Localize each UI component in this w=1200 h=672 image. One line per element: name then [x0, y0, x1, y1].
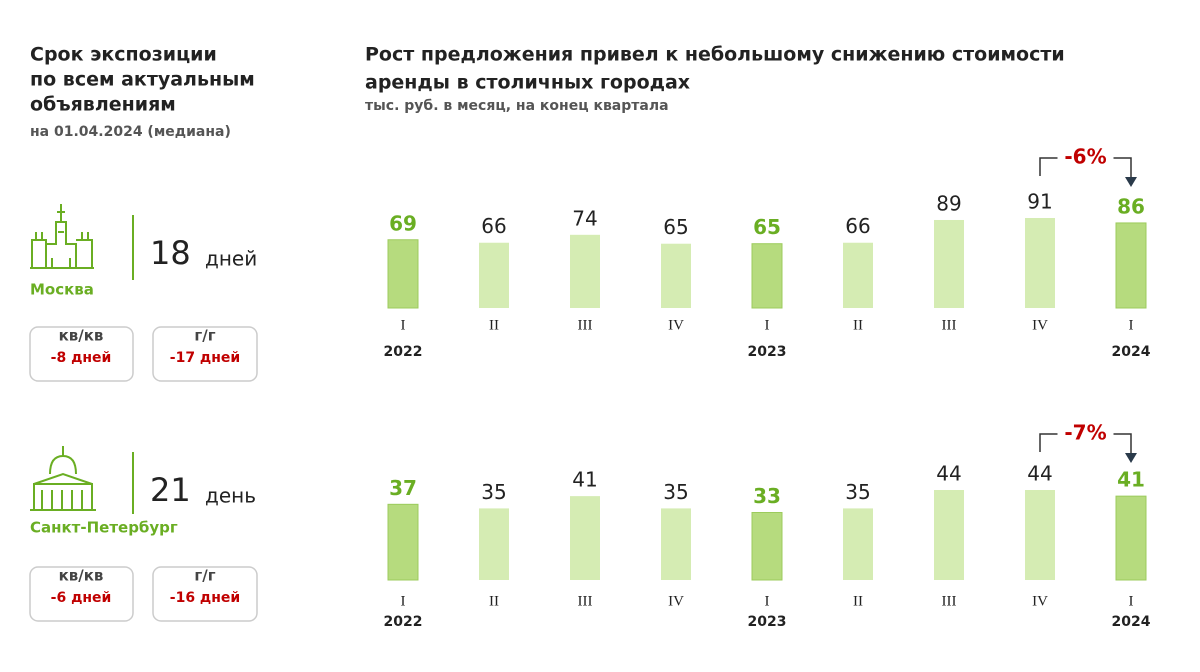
value-label: 65 [663, 215, 688, 239]
x-tick-label: IV [1032, 593, 1048, 609]
x-tick-label: II [489, 593, 499, 609]
left-subtitle: на 01.04.2024 (медиана) [30, 124, 231, 140]
bar [1115, 222, 1147, 309]
value-label: 66 [481, 214, 506, 238]
x-tick-label: I [401, 593, 406, 609]
bar [387, 503, 419, 581]
left-title: Срок экспозиции [30, 44, 217, 66]
city-value: 21 [150, 471, 191, 509]
metric-box [152, 326, 258, 382]
value-label: 91 [1027, 190, 1052, 214]
x-tick-label: II [853, 593, 863, 609]
x-tick-label: IV [668, 593, 684, 609]
bar [1115, 495, 1147, 581]
bar [387, 239, 419, 309]
x-tick-label: II [489, 317, 499, 333]
value-label: 65 [753, 215, 781, 239]
x-tick-label: I [401, 317, 406, 333]
bar [479, 508, 509, 580]
x-tick-label: III [942, 317, 957, 333]
bar [843, 508, 873, 580]
x-tick-label: III [578, 593, 593, 609]
bar [751, 243, 783, 309]
bar [751, 512, 783, 581]
year-label: 2023 [748, 344, 787, 360]
value-label: 69 [389, 211, 417, 235]
left-title: по всем актуальным [30, 69, 255, 91]
spb-icon [30, 446, 96, 511]
metric-value: -8 дней [51, 350, 112, 366]
annotation-arrow [1125, 453, 1137, 463]
value-label: 33 [753, 484, 781, 508]
x-tick-label: I [765, 593, 770, 609]
bar [661, 243, 691, 308]
bar [479, 242, 509, 308]
x-tick-label: IV [1032, 317, 1048, 333]
year-label: 2022 [384, 614, 423, 630]
metric-box [29, 326, 134, 382]
year-label: 2022 [384, 344, 423, 360]
value-label: 35 [481, 480, 506, 504]
annotation-bracket [1113, 433, 1132, 454]
x-tick-label: I [1129, 317, 1134, 333]
bar [934, 490, 964, 580]
x-tick-label: IV [668, 317, 684, 333]
value-label: 41 [1117, 468, 1145, 492]
value-label: 35 [845, 480, 870, 504]
bar [570, 496, 600, 580]
x-tick-label: I [765, 317, 770, 333]
bar [661, 508, 691, 580]
annotation-arrow [1125, 177, 1137, 187]
bar [843, 242, 873, 308]
city-unit: день [205, 484, 256, 508]
annotation-bracket [1113, 157, 1132, 178]
bar [1025, 218, 1055, 308]
annotation-bracket [1039, 157, 1058, 176]
metric-label: кв/кв [59, 327, 104, 345]
value-label: 37 [389, 476, 417, 500]
metric-box [152, 566, 258, 622]
annotation-text: -6% [1064, 145, 1106, 169]
right-title: Рост предложения привел к небольшому сни… [365, 44, 1065, 66]
value-label: 41 [572, 468, 597, 492]
metric-value: -6 дней [51, 590, 112, 606]
x-tick-label: III [578, 317, 593, 333]
bar [570, 234, 600, 308]
year-label: 2024 [1112, 344, 1151, 360]
city-name: Москва [30, 281, 94, 299]
value-label: 89 [936, 191, 961, 215]
city-value: 18 [150, 234, 191, 272]
x-tick-label: III [942, 593, 957, 609]
annotation-text: -7% [1064, 421, 1106, 445]
city-unit: дней [205, 247, 257, 271]
metric-label: г/г [194, 327, 215, 345]
value-label: 35 [663, 480, 688, 504]
bar [1025, 490, 1055, 580]
metric-label: г/г [194, 567, 215, 585]
year-label: 2023 [748, 614, 787, 630]
metric-box [29, 566, 134, 622]
right-title: аренды в столичных городах [365, 72, 690, 94]
moscow-icon [30, 204, 94, 269]
value-label: 44 [936, 462, 961, 486]
city-name: Санкт-Петербург [30, 519, 178, 537]
bar [934, 219, 964, 308]
metric-value: -16 дней [170, 590, 240, 606]
year-label: 2024 [1112, 614, 1151, 630]
value-label: 86 [1117, 194, 1145, 218]
annotation-bracket [1039, 433, 1058, 452]
value-label: 74 [572, 206, 597, 230]
value-label: 66 [845, 214, 870, 238]
metric-label: кв/кв [59, 567, 104, 585]
metric-value: -17 дней [170, 350, 240, 366]
left-title: объявлениям [30, 94, 176, 116]
right-subtitle: тыс. руб. в месяц, на конец квартала [365, 98, 669, 114]
value-label: 44 [1027, 462, 1052, 486]
x-tick-label: I [1129, 593, 1134, 609]
x-tick-label: II [853, 317, 863, 333]
